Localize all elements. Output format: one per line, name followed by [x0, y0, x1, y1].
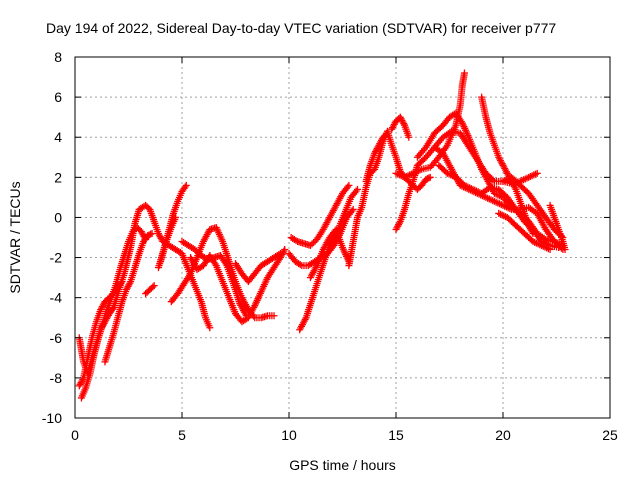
data-point — [528, 228, 536, 236]
y-tick-label: 6 — [54, 89, 62, 105]
data-point — [192, 247, 200, 255]
y-tick-label: -10 — [42, 410, 62, 426]
data-point — [352, 187, 360, 195]
x-axis-label: GPS time / hours — [289, 457, 396, 473]
data-point — [126, 279, 134, 287]
data-point — [345, 181, 353, 189]
data-point — [118, 278, 126, 286]
y-tick-label: 8 — [54, 49, 62, 65]
data-point — [405, 133, 413, 141]
data-point — [533, 169, 541, 177]
data-point — [148, 229, 156, 237]
chart-title: Day 194 of 2022, Sidereal Day-to-day VTE… — [46, 20, 556, 36]
y-tick-label: 4 — [54, 129, 62, 145]
data-point — [276, 250, 284, 258]
x-tick-label: 5 — [178, 427, 186, 443]
x-tick-label: 25 — [602, 427, 618, 443]
data-point — [206, 324, 214, 332]
data-point — [546, 246, 554, 254]
y-tick-label: -4 — [50, 290, 63, 306]
series-s13 — [287, 181, 353, 250]
series-s3 — [75, 278, 126, 390]
data-point — [555, 244, 563, 252]
data-point — [222, 260, 230, 268]
series-s4 — [101, 229, 156, 366]
data-point — [182, 181, 190, 189]
series-s26 — [495, 209, 554, 254]
data-point — [117, 279, 125, 287]
data-point — [400, 120, 408, 128]
data-point — [292, 237, 300, 245]
series-s24 — [478, 93, 537, 237]
data-point — [344, 183, 352, 191]
data-point — [181, 183, 189, 191]
ticks — [74, 56, 611, 419]
plot-frame — [74, 56, 611, 419]
data-point — [382, 131, 390, 139]
y-tick-label: 0 — [54, 209, 62, 225]
data-point — [147, 230, 155, 238]
data-point — [150, 282, 158, 290]
data-point — [296, 261, 304, 269]
data-point — [353, 185, 361, 193]
y-tick-label: -8 — [50, 370, 63, 386]
data-point — [426, 173, 434, 181]
y-tick-label: 2 — [54, 169, 62, 185]
data-point — [425, 174, 433, 182]
y-tick-label: -6 — [50, 330, 63, 346]
data-point — [191, 246, 199, 254]
data-point — [460, 69, 468, 77]
data-point — [349, 205, 357, 213]
data-point — [310, 239, 318, 247]
series-s7 — [154, 213, 180, 272]
data-point — [561, 246, 569, 254]
data-point — [185, 271, 193, 279]
data-point — [270, 312, 278, 320]
data-point — [529, 229, 537, 237]
series-s17 — [362, 129, 391, 185]
x-tick-label: 0 — [71, 427, 79, 443]
data-point — [211, 260, 219, 268]
data-point — [172, 213, 180, 221]
series-s11 — [232, 250, 284, 286]
x-tick-label: 10 — [281, 427, 297, 443]
series-s10 — [187, 246, 289, 326]
data-point — [149, 283, 157, 291]
series-s5 — [142, 282, 158, 298]
x-tick-label: 20 — [495, 427, 511, 443]
data-point — [383, 129, 391, 137]
data-point — [489, 176, 497, 184]
data-point — [79, 375, 87, 383]
series-s18 — [388, 113, 413, 141]
y-axis-label: SDTVAR / TECUs — [7, 181, 23, 293]
tick-labels: 0 5 10 15 20 25 -10 -8 -6 -4 -2 0 2 4 6 8 — [42, 49, 618, 443]
data-point — [308, 240, 316, 248]
x-tick-label: 15 — [388, 427, 404, 443]
series-s27 — [546, 201, 569, 254]
data-point — [348, 207, 356, 215]
data-point — [511, 184, 519, 192]
y-tick-label: -2 — [50, 250, 63, 266]
data-point — [395, 219, 403, 227]
data-point — [306, 242, 314, 250]
data-point — [281, 246, 289, 254]
data-point — [194, 249, 202, 257]
data-points — [75, 69, 569, 402]
data-point — [275, 251, 283, 259]
